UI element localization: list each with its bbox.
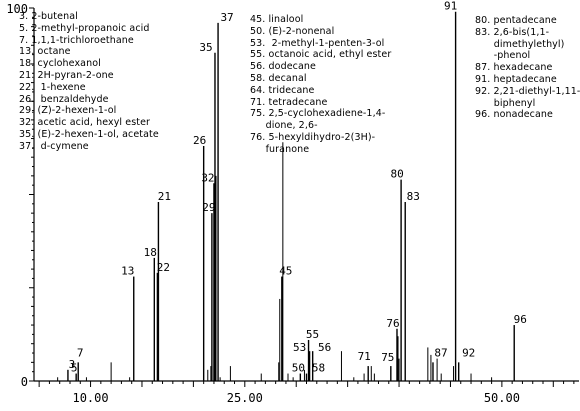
legend-entry: 7. 1,1,1-trichloroethane <box>19 34 134 46</box>
legend-entry: 87. hexadecane <box>475 62 553 74</box>
y-tick-label: 100 <box>6 2 28 16</box>
legend-entry: dimethylethyl) <box>475 38 565 50</box>
x-tick-label: 25.00 <box>227 391 263 405</box>
legend-entry: 91. heptadecane <box>475 73 557 85</box>
peak-45-label: 45 <box>279 265 292 278</box>
legend-entry: 50. (E)-2-nonenal <box>250 25 335 37</box>
peak-21-label: 21 <box>158 190 171 203</box>
x-tick-label: 50.00 <box>484 391 520 405</box>
peak-7-label: 7 <box>77 346 84 359</box>
peak-35-label: 35 <box>199 41 212 54</box>
peak-80-label: 80 <box>390 168 403 181</box>
legend-entry: -phenol <box>475 50 531 62</box>
peak-58-label: 58 <box>312 362 325 375</box>
peak-96-label: 96 <box>514 313 527 326</box>
legend-entry: 96. nonadecane <box>475 109 553 121</box>
peak-92-label: 92 <box>462 346 475 359</box>
legend-entry: 13. octane <box>19 46 71 58</box>
y-tick-label: 0 <box>21 375 28 389</box>
legend-entry: 32. acetic acid, hexyl ester <box>19 117 151 129</box>
legend-entry: biphenyl <box>475 97 536 109</box>
peak-18-label: 18 <box>144 246 157 259</box>
legend-entry: dione, 2,6- <box>250 120 318 132</box>
legend-entry: 71. tetradecane <box>250 96 328 108</box>
legend-entry: 18. cyclohexanol <box>19 58 101 70</box>
peak-32-label: 32 <box>201 171 214 184</box>
peak-22-label: 22 <box>157 261 170 274</box>
labeled-peaks <box>67 11 515 381</box>
legend-column-3: 80. pentadecane 83. 2,6-bis(1,1- dimethyl… <box>475 15 580 121</box>
peak-87-label: 87 <box>434 346 447 359</box>
legend-entry: 58. decanal <box>250 72 307 84</box>
legend-entry: 76. 5-hexyldihydro-2(3H)- <box>250 131 376 143</box>
peak-13-label: 13 <box>121 265 134 278</box>
axes: 0 100 10.00 25.00 50.00 <box>6 2 579 405</box>
legend-entry: 75. 2,5-cyclohexadiene-1,4- <box>250 108 386 120</box>
peak-91-label: 91 <box>444 0 457 13</box>
peak-56-label: 56 <box>318 341 331 354</box>
legend-entry: 5. 2-methyl-propanoic acid <box>19 22 150 34</box>
peak-75-label: 75 <box>381 351 394 364</box>
legend-entry: 22. 1-hexene <box>19 81 86 93</box>
peak-83-label: 83 <box>407 190 420 203</box>
peak-55-label: 55 <box>306 328 319 341</box>
legend-entry: 80. pentadecane <box>475 15 557 26</box>
peak-5-label: 5 <box>71 362 78 375</box>
legend-entry: 26. benzaldehyde <box>19 93 109 105</box>
peak-71-label: 71 <box>358 350 371 363</box>
peak-50-label: 50 <box>292 362 305 375</box>
legend-entry: 92. 2,21-diethyl-1,11- <box>475 85 580 97</box>
minor-peaks <box>57 142 493 381</box>
legend-entry: 21. 2H-pyran-2-one <box>19 69 114 81</box>
legend-column-2: 45. linalool 50. (E)-2-nonenal 53. 2-methy… <box>250 14 391 156</box>
legend-entry: 3. 2-butenal <box>19 11 78 22</box>
legend-column-1: 3. 2-butenal 5. 2-methyl-propanoic acid 7.… <box>19 11 159 153</box>
legend-entry: 56. dodecane <box>250 61 316 73</box>
legend-entry: 35. (E)-2-hexen-1-ol, acetate <box>19 128 159 140</box>
legend-entry: 83. 2,6-bis(1,1- <box>475 26 550 38</box>
peak-76-label: 76 <box>386 317 399 330</box>
legend-entry: 45. linalool <box>250 14 304 25</box>
legend-entry: 55. octanoic acid, ethyl ester <box>250 49 392 61</box>
peak-37-label: 37 <box>220 11 233 24</box>
peak-3-label: 3 <box>69 358 76 371</box>
legend-entry: 53. 2-methyl-1-penten-3-ol <box>250 37 385 49</box>
legend-entry: 64. tridecane <box>250 84 315 96</box>
legend-entry: 37. d-cymene <box>19 140 89 152</box>
peak-29-label: 29 <box>202 201 215 214</box>
legend-entry: furanone <box>250 143 310 155</box>
legend-entry: 29. (Z)-2-hexen-1-ol <box>19 105 117 117</box>
x-tick-label: 10.00 <box>72 391 108 405</box>
peak-53-label: 53 <box>293 341 306 354</box>
peak-26-label: 26 <box>193 134 206 147</box>
